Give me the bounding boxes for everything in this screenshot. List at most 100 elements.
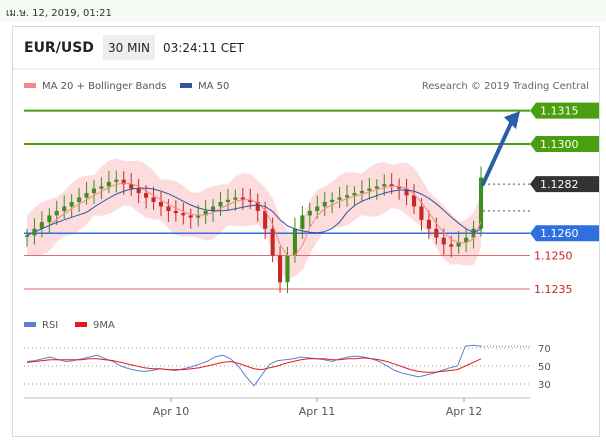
chart-svg: EUR/USD 30 MIN 03:24:11 CET MA 20 + Boll… <box>13 35 600 418</box>
candle-body <box>322 202 327 207</box>
candle-body <box>389 184 394 187</box>
forecast-arrow-head <box>504 111 520 130</box>
research-credit: Research © 2019 Trading Central <box>422 81 589 92</box>
candle-body <box>151 197 156 202</box>
candle-body <box>77 197 82 202</box>
price-tag-label-2: 1.1282 <box>540 178 579 191</box>
candle-body <box>240 197 245 200</box>
candle-body <box>25 235 30 237</box>
candle-body <box>91 188 96 194</box>
candle-body <box>307 210 312 216</box>
candle-body <box>121 179 126 185</box>
candle-body <box>173 210 178 214</box>
candle-body <box>471 228 476 238</box>
forecast-arrow <box>481 111 520 187</box>
rsi-legend-label: RSI <box>42 320 58 331</box>
clock-label: 03:24:11 CET <box>163 41 245 55</box>
symbol-label: EUR/USD <box>24 40 94 56</box>
candle-body <box>114 179 119 182</box>
price-levels <box>24 109 530 290</box>
interval-box[interactable] <box>103 35 155 60</box>
x-axis-labels: Apr 10 Apr 11 Apr 12 <box>153 398 483 418</box>
candle-body <box>47 215 52 223</box>
candle-body <box>188 215 193 218</box>
price-tag-0 <box>530 102 600 119</box>
ma20-legend-swatch <box>24 83 36 88</box>
rsi-tick-1: 50 <box>538 362 551 373</box>
timestamp: เม.ษ. 12, 2019, 01:21 <box>6 8 112 19</box>
candle-body <box>233 197 238 200</box>
candle-body <box>54 210 59 216</box>
rsi-line <box>26 344 482 387</box>
candles <box>25 166 484 293</box>
bollinger-bands <box>27 158 481 280</box>
x-label-1: Apr 11 <box>299 405 336 418</box>
chart-panel: EUR/USD 30 MIN 03:24:11 CET MA 20 + Boll… <box>12 26 600 437</box>
candle-body <box>99 186 104 189</box>
candle-body <box>203 210 208 216</box>
candle-body <box>367 188 372 191</box>
candle-body <box>196 215 201 218</box>
candle-body <box>181 213 186 216</box>
candle-body <box>158 202 163 207</box>
candle-body <box>225 199 230 202</box>
x-label-0: Apr 10 <box>153 405 190 418</box>
price-tag-label-5: 1.1235 <box>534 283 573 296</box>
candle-body <box>345 195 350 198</box>
price-tag-3 <box>530 225 600 242</box>
candle-body <box>144 193 149 198</box>
candle-body <box>292 228 297 256</box>
interval-label[interactable]: 30 MIN <box>108 41 150 55</box>
price-tag-label-3: 1.1260 <box>540 227 579 240</box>
price-tag-2 <box>530 176 600 193</box>
candle-body <box>248 199 253 202</box>
candle-body <box>39 222 44 229</box>
candle-body <box>359 190 364 194</box>
candle-body <box>62 206 67 211</box>
bollinger-band-area <box>27 158 481 280</box>
candle-body <box>464 237 469 243</box>
candle-body <box>166 206 171 211</box>
rsi-ma-line <box>26 357 482 373</box>
candle-body <box>278 255 283 283</box>
moving-averages <box>26 182 482 256</box>
candle-body <box>330 199 335 202</box>
forecast-arrow-shaft <box>481 119 514 187</box>
candle-body <box>270 228 275 256</box>
candle-body <box>397 186 402 189</box>
price-tag-label-0: 1.1315 <box>540 105 579 118</box>
candle-body <box>419 206 424 220</box>
candle-body <box>374 186 379 189</box>
candle-body <box>441 237 446 245</box>
ma50-line <box>26 187 482 236</box>
candle-body <box>382 184 387 187</box>
rsi-panel: 70 50 30 <box>24 344 551 391</box>
candle-body <box>479 177 484 229</box>
rsi-tick-2: 30 <box>538 380 551 391</box>
candle-body <box>211 206 216 211</box>
candle-body <box>315 206 320 211</box>
ma50-legend-label: MA 50 <box>198 81 229 92</box>
price-tag-label-4: 1.1250 <box>534 250 573 263</box>
ma20-legend-label: MA 20 + Bollinger Bands <box>42 81 166 92</box>
candle-body <box>434 228 439 238</box>
candle-body <box>412 195 417 207</box>
candle-body <box>218 202 223 207</box>
price-tags: 1.1315 1.1300 1.1282 1.1260 1.1250 1.1235 <box>530 102 600 296</box>
candle-body <box>300 215 305 229</box>
candle-body <box>337 197 342 200</box>
candle-body <box>129 184 134 189</box>
date-bar: เม.ษ. 12, 2019, 01:21 <box>0 0 606 22</box>
rsi-legend-swatch <box>24 322 36 327</box>
x-label-2: Apr 12 <box>446 405 483 418</box>
price-tag-label-1: 1.1300 <box>540 138 579 151</box>
rsi-tick-0: 70 <box>538 344 551 355</box>
ma20-line <box>26 182 482 256</box>
candle-body <box>404 188 409 196</box>
rsi-ma-legend-label: 9MA <box>93 320 115 331</box>
candle-body <box>106 181 111 187</box>
rsi-ma-legend-swatch <box>75 322 87 327</box>
price-tag-1 <box>530 136 600 153</box>
candle-body <box>352 193 357 196</box>
